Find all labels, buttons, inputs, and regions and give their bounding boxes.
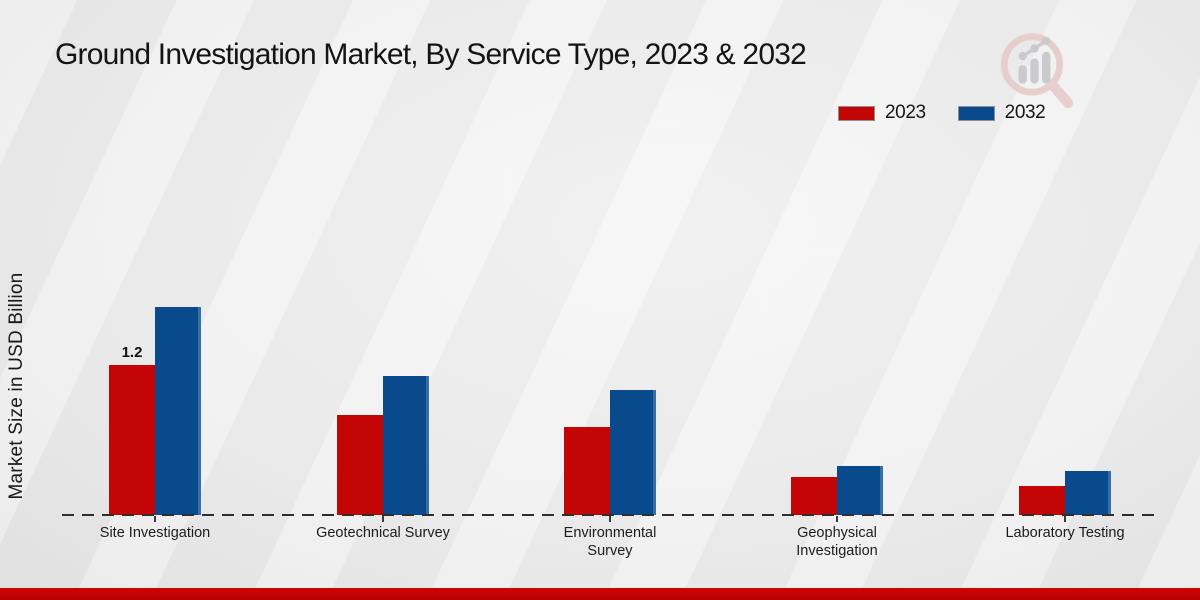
chart-title: Ground Investigation Market, By Service … — [55, 38, 807, 71]
category-label-4: Laboratory Testing — [1005, 525, 1125, 541]
bar-2023-category-0 — [109, 365, 155, 515]
legend-item-2032: 2032 — [957, 102, 1046, 124]
legend-swatch-2023 — [838, 105, 875, 121]
legend-item-2023: 2023 — [838, 102, 926, 124]
bar-2032-category-0 — [155, 307, 201, 515]
category-label-3: Geophysical Investigation — [796, 525, 878, 560]
magnifier-trend-logo-icon — [1000, 33, 1074, 109]
bar-2032-category-2 — [610, 390, 656, 515]
category-label-0: Site Investigation — [99, 525, 211, 541]
bar-2023-category-1 — [337, 415, 383, 515]
x-axis-tick-1 — [382, 516, 384, 522]
footer-accent-bar — [0, 588, 1200, 600]
legend-label-2032: 2032 — [1004, 102, 1046, 123]
bar-2023-category-3 — [791, 477, 837, 515]
category-label-1: Geotechnical Survey — [316, 525, 450, 541]
category-label-2: Environmental Survey — [563, 525, 657, 560]
bar-value-label: 1.2 — [121, 344, 143, 361]
bar-2032-category-3 — [837, 466, 883, 515]
bar-2032-category-1 — [383, 376, 429, 515]
x-axis-tick-3 — [836, 516, 838, 522]
legend: 2023 2032 — [838, 102, 1046, 124]
bar-2023-category-2 — [564, 427, 610, 515]
legend-label-2023: 2023 — [885, 102, 926, 123]
legend-swatch-2032 — [957, 105, 995, 121]
bar-2032-category-4 — [1065, 471, 1111, 515]
x-axis-tick-2 — [609, 516, 611, 522]
x-axis-tick-0 — [154, 516, 156, 522]
x-axis-baseline — [62, 514, 1162, 516]
bar-2023-category-4 — [1019, 486, 1065, 515]
x-axis-tick-4 — [1064, 516, 1066, 522]
